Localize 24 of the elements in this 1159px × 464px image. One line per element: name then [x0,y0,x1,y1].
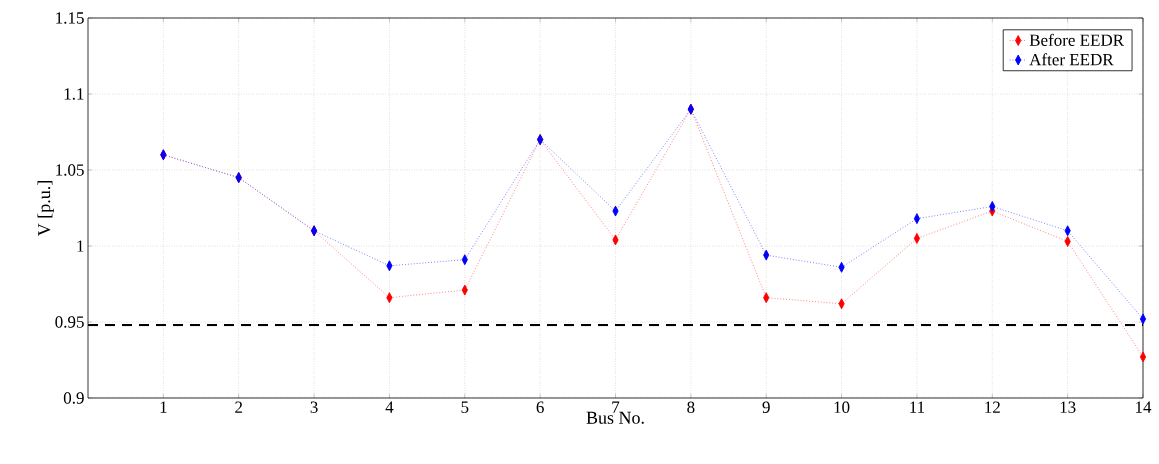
x-axis-title: Bus No. [586,411,644,424]
x-tick-label: 11 [910,401,925,413]
x-tick-label: 3 [310,401,318,413]
x-tick-label: 10 [834,401,850,414]
x-tick-label: 13 [1060,401,1076,413]
y-tick-label: 1.1 [64,88,84,100]
y-tick-label: 0.9 [63,392,84,404]
x-tick-label: 9 [762,401,770,413]
x-tick-label: 8 [687,401,695,414]
y-tick-label: 1.05 [56,164,84,176]
y-tick-label: 1.15 [56,12,84,24]
y-tick-label: 1 [77,240,84,252]
x-tick-label: 5 [461,401,469,413]
x-tick-label: 12 [985,401,1000,413]
legend-label: After EEDR [1029,53,1114,66]
x-tick-label: 14 [1136,401,1152,413]
x-tick-label: 2 [235,401,243,413]
x-tick-label: 1 [160,401,167,413]
x-tick-label: 4 [385,401,394,413]
y-axis-title: V [p.u.] [37,181,54,237]
y-tick-label: 0.95 [55,316,84,328]
legend-label: Before EEDR [1029,33,1125,46]
x-tick-label: 6 [536,401,544,413]
x-tick-label: 7 [612,401,620,413]
